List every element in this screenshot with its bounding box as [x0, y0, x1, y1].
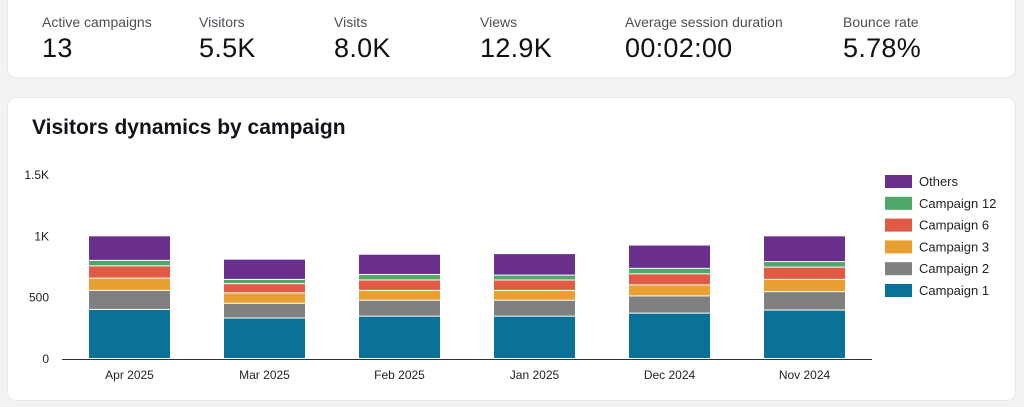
y-tick-label: 1K — [34, 229, 49, 243]
bar-segment — [494, 280, 575, 290]
y-tick-label: 500 — [29, 291, 49, 305]
bar-segment — [359, 274, 440, 280]
chart-card: Visitors dynamics by campaign 0 500 1K 1.5K… — [8, 98, 1015, 400]
kpi-average-session-duration: Average session duration 00:02:00 — [625, 14, 783, 64]
bar-segment — [764, 279, 845, 292]
bar-segment — [629, 274, 710, 285]
bar-segment — [359, 300, 440, 316]
kpi-value: 8.0K — [334, 33, 391, 63]
bar-segment — [494, 316, 575, 358]
kpi-label: Average session duration — [625, 14, 783, 30]
bar-segment — [359, 316, 440, 358]
x-tick-label: Nov 2024 — [779, 368, 831, 382]
bar-segment — [89, 290, 170, 309]
kpi-value: 5.5K — [199, 33, 256, 63]
legend-label: Others — [919, 174, 959, 189]
kpi-views: Views 12.9K — [480, 14, 552, 64]
x-tick-label: Dec 2024 — [644, 368, 696, 382]
y-tick-label: 0 — [42, 352, 49, 366]
bar-segment — [764, 262, 845, 267]
kpi-value: 00:02:00 — [625, 33, 733, 63]
legend-label: Campaign 3 — [919, 239, 989, 254]
legend-swatch — [885, 175, 912, 188]
legend-swatch — [885, 262, 912, 276]
bar-segment — [494, 254, 575, 275]
bar-segment — [629, 285, 710, 296]
legend-swatch — [885, 284, 912, 297]
legend-label: Campaign 6 — [919, 218, 989, 233]
kpi-label: Active campaigns — [42, 14, 152, 30]
bar-segment — [89, 309, 170, 358]
bar-segment — [224, 284, 305, 293]
legend-label: Campaign 12 — [919, 196, 996, 211]
kpi-visitors: Visitors 5.5K — [199, 14, 256, 64]
legend-label: Campaign 1 — [919, 283, 989, 298]
bar-segment — [764, 267, 845, 279]
bar-segment — [629, 296, 710, 313]
bar-segment — [629, 268, 710, 274]
bar-segment — [89, 260, 170, 266]
stacked-bar-chart: 0 500 1K 1.5K Apr 2025 Mar 2025 Feb 2025 Jan 20… — [24, 168, 996, 382]
bar-segment — [224, 293, 305, 303]
kpi-bounce-rate: Bounce rate 5.78% — [843, 14, 921, 64]
bar-segment — [224, 303, 305, 318]
kpi-value: 13 — [42, 33, 73, 63]
bar-segment — [224, 279, 305, 284]
legend-swatch — [885, 218, 912, 232]
y-tick-label: 1.5K — [24, 168, 49, 182]
kpi-active-campaigns: Active campaigns 13 — [42, 14, 152, 64]
bar-segment — [629, 313, 710, 358]
chart-title: Visitors dynamics by campaign — [32, 116, 346, 139]
bar-segment — [494, 300, 575, 316]
bar-segment — [764, 292, 845, 310]
bar-segment — [359, 280, 440, 290]
bar-segment — [764, 236, 845, 262]
kpi-panel: Active campaigns 13 Visitors 5.5K Visits… — [8, 0, 1015, 77]
bar-segment — [224, 318, 305, 358]
kpi-label: Visits — [334, 14, 368, 30]
bar-segment — [359, 254, 440, 274]
x-tick-label: Apr 2025 — [105, 368, 154, 382]
bar-segment — [89, 236, 170, 260]
legend-label: Campaign 2 — [919, 261, 989, 276]
bar-segment — [629, 245, 710, 268]
x-tick-label: Mar 2025 — [239, 368, 290, 382]
kpi-label: Views — [480, 14, 518, 30]
x-tick-label: Feb 2025 — [374, 368, 425, 382]
x-tick-label: Jan 2025 — [510, 368, 560, 382]
legend-swatch — [885, 196, 912, 210]
bar-segment — [494, 290, 575, 300]
bar-segment — [89, 266, 170, 278]
bar-segment — [764, 310, 845, 358]
legend-swatch — [885, 240, 912, 254]
kpi-visits: Visits 8.0K — [334, 14, 391, 64]
bar-segment — [494, 275, 575, 280]
kpi-label: Bounce rate — [843, 14, 919, 30]
kpi-value: 12.9K — [480, 33, 553, 63]
kpi-value: 5.78% — [843, 33, 922, 63]
kpi-label: Visitors — [199, 14, 245, 30]
bar-segment — [89, 278, 170, 290]
bar-segment — [359, 290, 440, 300]
bar-segment — [224, 259, 305, 279]
